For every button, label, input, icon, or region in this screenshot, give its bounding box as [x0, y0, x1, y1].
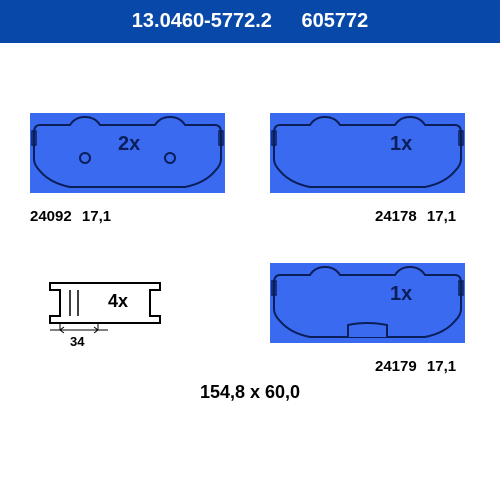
brake-pad-left: 2x: [30, 113, 225, 193]
part-number: 13.0460-5772.2: [132, 10, 272, 32]
pad-rt-shape: [270, 113, 465, 193]
short-code: 605772: [301, 10, 368, 32]
pad-left-part-label: 24092 17,1: [30, 208, 111, 225]
pad-rb-qty: 1x: [390, 283, 412, 306]
pad-rb-shape: [270, 263, 465, 343]
pad-rt-qty: 1x: [390, 133, 412, 156]
brake-pad-right-top: 1x: [270, 113, 465, 193]
clip-hardware: 4x 34: [40, 278, 170, 338]
pad-rt-part: 24178: [375, 208, 417, 225]
clip-dim: 34: [70, 334, 84, 349]
pad-rb-part-label: 24179 17,1: [375, 358, 456, 375]
header-bar: 13.0460-5772.2 605772: [0, 0, 500, 43]
clip-qty: 4x: [108, 291, 128, 312]
overall-dimensions: 154,8 x 60,0: [200, 382, 300, 403]
diagram-area: 2x 24092 17,1 1x 24178 17,1 1x 24179 17,…: [0, 43, 500, 483]
pad-left-part: 24092: [30, 208, 72, 225]
clip-shape: [40, 278, 170, 353]
brake-pad-right-bottom: 1x: [270, 263, 465, 343]
pad-left-qty: 2x: [118, 133, 140, 156]
pad-rt-thickness: 17,1: [427, 208, 456, 225]
pad-rb-part: 24179: [375, 358, 417, 375]
pad-left-thickness: 17,1: [82, 208, 111, 225]
pad-rt-part-label: 24178 17,1: [375, 208, 456, 225]
pad-rb-thickness: 17,1: [427, 358, 456, 375]
